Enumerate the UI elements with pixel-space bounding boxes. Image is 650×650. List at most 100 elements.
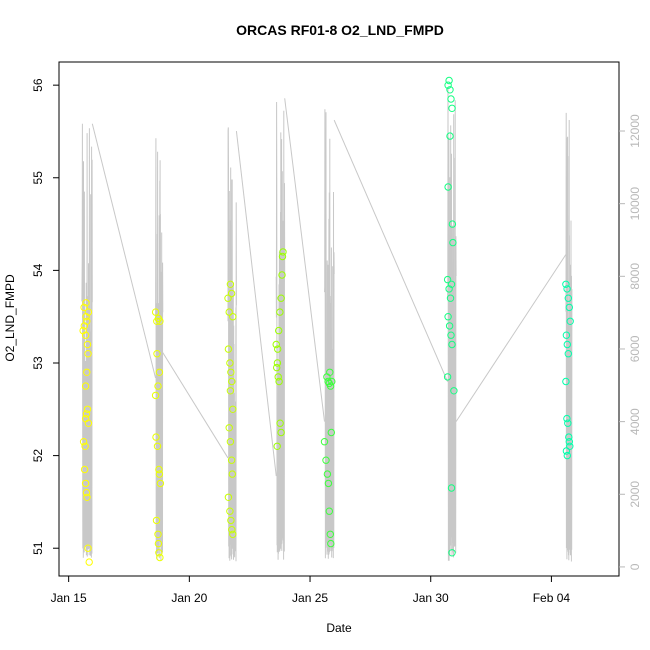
x-tick-label: Jan 25 (292, 591, 328, 605)
data-point (81, 479, 90, 488)
data-point (275, 377, 283, 386)
data-point (224, 345, 233, 353)
right-tick-label: 2000 (628, 481, 642, 508)
data-point (448, 220, 457, 228)
data-point (152, 433, 160, 441)
data-point (226, 359, 234, 367)
altitude-line-rf08 (565, 112, 573, 562)
data-point (448, 549, 456, 557)
data-point (320, 438, 329, 446)
altitude-line-rf01 (81, 123, 93, 558)
data-point (227, 516, 235, 525)
data-point (82, 488, 91, 497)
y-tick-label: 53 (31, 356, 45, 370)
data-point (228, 526, 236, 534)
data-point (445, 322, 454, 330)
data-point (80, 303, 88, 312)
y-tick-label: 55 (31, 171, 45, 185)
altitude-transit-6 (455, 254, 567, 422)
altitude-trace (81, 87, 573, 562)
altitude-line-rf05 (324, 109, 335, 559)
data-point (563, 451, 571, 460)
data-point (79, 438, 88, 446)
data-point (82, 410, 91, 418)
data-point (156, 479, 165, 488)
right-tick-label: 12000 (628, 114, 642, 148)
data-point (84, 308, 93, 316)
data-point (156, 553, 164, 562)
data-point (228, 377, 236, 386)
data-point (83, 340, 92, 349)
data-point (566, 317, 574, 325)
data-point (84, 419, 93, 427)
data-point (444, 313, 452, 321)
data-point (326, 530, 334, 538)
data-point (151, 391, 160, 400)
data-point (565, 303, 573, 312)
data-point (155, 549, 163, 557)
data-point (443, 373, 452, 381)
data-point (274, 345, 282, 353)
data-point (276, 419, 284, 427)
y-axis-label: O2_LND_FMPD (3, 274, 17, 362)
x-tick-label: Jan 30 (413, 591, 449, 605)
y-tick-label: 51 (31, 541, 45, 555)
data-point (275, 326, 283, 335)
altitude-line-rf06 (447, 87, 457, 561)
data-point (84, 350, 92, 358)
data-point (328, 377, 336, 386)
data-point (443, 275, 452, 284)
data-point (277, 294, 285, 302)
data-point (279, 248, 287, 256)
data-point (565, 438, 573, 446)
data-point (324, 479, 333, 488)
right-tick-label: 4000 (628, 408, 642, 435)
data-point (447, 95, 455, 103)
axes: 51 52 53 54 55 56 Jan 15 Jan 20 Jan 25 Jan 30 Feb … (31, 61, 642, 605)
data-point (84, 544, 92, 552)
data-point (83, 405, 92, 413)
data-point (273, 363, 281, 372)
data-point (225, 308, 233, 316)
data-point (227, 289, 236, 298)
x-tick-label: Feb 04 (533, 591, 571, 605)
data-point (277, 428, 285, 437)
data-point (85, 558, 93, 566)
data-point (272, 340, 280, 349)
data-point (229, 405, 237, 413)
altitude-line-rf04 (275, 101, 286, 560)
data-point (565, 433, 573, 441)
y-tick-label: 56 (31, 78, 45, 92)
data-point (227, 456, 236, 464)
data-point (448, 340, 456, 349)
right-tick-label: 10000 (628, 187, 642, 221)
data-point (153, 350, 161, 358)
data-point (564, 294, 572, 302)
data-point (323, 470, 332, 478)
data-point (445, 285, 453, 293)
altitude-line-rf02 (155, 138, 164, 561)
data-point (446, 132, 454, 140)
data-point (83, 368, 91, 376)
data-point (326, 368, 334, 376)
x-axis-label: Date (326, 621, 352, 635)
data-point (325, 507, 333, 515)
y-tick-label: 52 (31, 449, 45, 463)
right-tick-label: 8000 (628, 263, 642, 290)
data-point (81, 442, 89, 450)
data-point (563, 414, 571, 423)
data-point (229, 530, 237, 538)
data-point (154, 539, 163, 548)
data-point (326, 382, 335, 390)
data-point (278, 252, 287, 261)
data-point (224, 493, 233, 501)
data-point (566, 442, 574, 450)
data-point (562, 377, 570, 386)
data-point (226, 438, 235, 446)
data-point (155, 465, 163, 474)
data-point (83, 317, 91, 325)
data-point (82, 313, 90, 321)
data-point (447, 484, 456, 492)
data-point (447, 280, 456, 288)
